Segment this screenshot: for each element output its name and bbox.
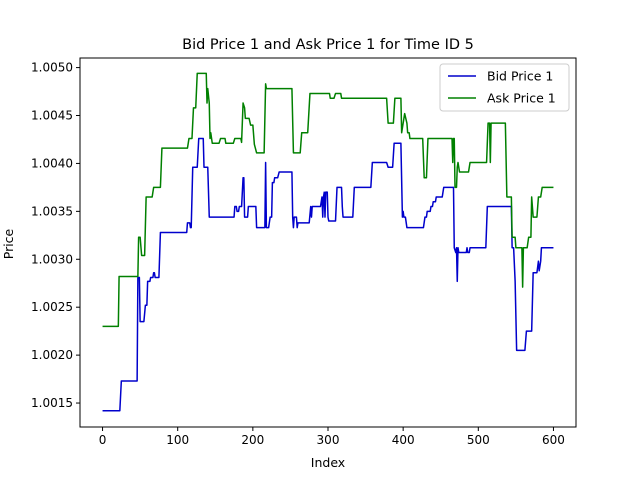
x-tick-label: 100 bbox=[166, 433, 189, 447]
x-tick-label: 500 bbox=[467, 433, 490, 447]
series-layer bbox=[102, 72, 554, 412]
legend: Bid Price 1 Ask Price 1 bbox=[439, 63, 570, 112]
x-axis-label: Index bbox=[311, 455, 345, 470]
legend-label: Bid Price 1 bbox=[487, 69, 553, 84]
y-tick-label: 1.0040 bbox=[31, 156, 73, 170]
legend-label: Ask Price 1 bbox=[487, 91, 556, 106]
series-line-ask-price-1 bbox=[102, 72, 554, 328]
y-tick-label: 1.0045 bbox=[31, 109, 73, 123]
y-axis-label: Price bbox=[1, 228, 16, 259]
y-tick-label: 1.0020 bbox=[31, 348, 73, 362]
axes-frame bbox=[79, 57, 577, 428]
y-tick-label: 1.0030 bbox=[31, 252, 73, 266]
chart-title: Bid Price 1 and Ask Price 1 for Time ID … bbox=[182, 37, 474, 53]
x-tick-label: 0 bbox=[99, 433, 107, 447]
y-tick-label: 1.0025 bbox=[31, 300, 73, 314]
x-axis-ticks: 0 100 200 300 400 500 600 bbox=[99, 427, 565, 447]
y-tick-label: 1.0035 bbox=[31, 204, 73, 218]
x-tick-label: 200 bbox=[241, 433, 264, 447]
series-line-bid-price-1 bbox=[102, 137, 554, 412]
x-tick-label: 400 bbox=[392, 433, 415, 447]
y-tick-label: 1.0015 bbox=[31, 396, 73, 410]
x-tick-label: 600 bbox=[542, 433, 565, 447]
y-axis-ticks: 1.0015 1.0020 1.0025 1.0030 1.0035 1.0040 1.00… bbox=[31, 61, 80, 410]
y-tick-label: 1.0050 bbox=[31, 61, 73, 75]
x-tick-label: 300 bbox=[317, 433, 340, 447]
